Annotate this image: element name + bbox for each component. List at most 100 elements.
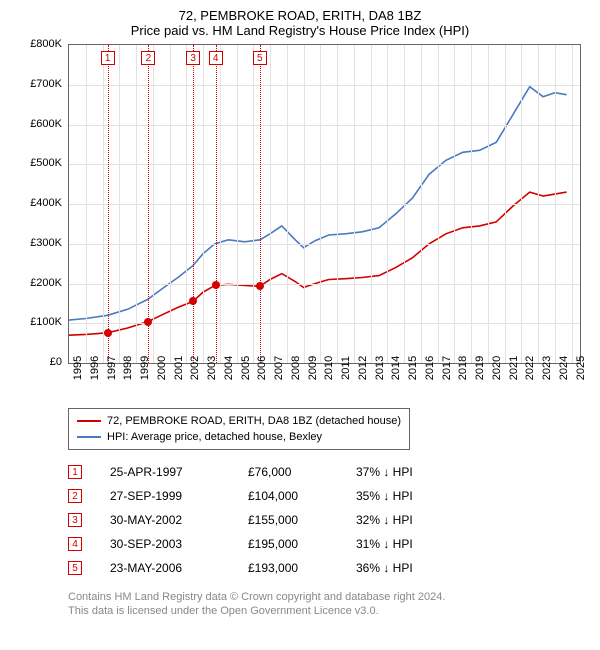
marker-badge: 5: [253, 51, 267, 65]
x-gridline: [404, 45, 405, 363]
marker-badge: 2: [141, 51, 155, 65]
y-gridline: [69, 125, 580, 126]
y-tick-label: £800K: [30, 38, 62, 50]
x-gridline: [387, 45, 388, 363]
data-dot: [189, 297, 197, 305]
x-tick-label: 1998: [122, 356, 134, 380]
y-gridline: [69, 164, 580, 165]
x-gridline: [203, 45, 204, 363]
x-gridline: [538, 45, 539, 363]
transaction-row: 3 30-MAY-2002 £155,000 32% ↓ HPI: [68, 508, 590, 532]
chart-container: 72, PEMBROKE ROAD, ERITH, DA8 1BZ Price …: [0, 0, 600, 650]
x-tick-label: 2002: [189, 356, 201, 380]
y-tick-label: £500K: [30, 157, 62, 169]
legend-swatch: [77, 420, 101, 422]
x-tick-label: 2007: [273, 356, 285, 380]
x-tick-label: 2008: [290, 356, 302, 380]
x-tick-label: 2020: [491, 356, 503, 380]
x-gridline: [186, 45, 187, 363]
transaction-price: £155,000: [248, 513, 328, 527]
marker-line: [193, 45, 194, 363]
marker-badge: 3: [186, 51, 200, 65]
x-tick-label: 2011: [340, 356, 352, 380]
x-tick-label: 2025: [575, 356, 587, 380]
x-tick-label: 2001: [173, 356, 185, 380]
transaction-date: 25-APR-1997: [110, 465, 220, 479]
x-axis: 1995199619971998199920002001200220032004…: [68, 364, 581, 404]
x-tick-label: 2010: [323, 356, 335, 380]
transaction-price: £104,000: [248, 489, 328, 503]
y-gridline: [69, 284, 580, 285]
transaction-badge: 4: [68, 537, 82, 551]
legend-label: HPI: Average price, detached house, Bexl…: [107, 429, 322, 445]
x-gridline: [136, 45, 137, 363]
y-tick-label: £100K: [30, 316, 62, 328]
title-block: 72, PEMBROKE ROAD, ERITH, DA8 1BZ Price …: [10, 8, 590, 38]
x-gridline: [488, 45, 489, 363]
transaction-pct: 37% ↓ HPI: [356, 465, 446, 479]
x-gridline: [371, 45, 372, 363]
x-tick-label: 2017: [441, 356, 453, 380]
legend: 72, PEMBROKE ROAD, ERITH, DA8 1BZ (detac…: [68, 408, 410, 450]
y-tick-label: £700K: [30, 78, 62, 90]
x-gridline: [270, 45, 271, 363]
x-tick-label: 2021: [508, 356, 520, 380]
x-gridline: [471, 45, 472, 363]
marker-line: [148, 45, 149, 363]
marker-line: [108, 45, 109, 363]
x-gridline: [505, 45, 506, 363]
chart-area: £0£100K£200K£300K£400K£500K£600K£700K£80…: [16, 44, 581, 404]
x-tick-label: 2005: [240, 356, 252, 380]
data-dot: [104, 329, 112, 337]
legend-swatch: [77, 436, 101, 438]
x-tick-label: 2019: [474, 356, 486, 380]
marker-badge: 4: [209, 51, 223, 65]
transaction-pct: 32% ↓ HPI: [356, 513, 446, 527]
transaction-date: 30-MAY-2002: [110, 513, 220, 527]
transaction-badge: 1: [68, 465, 82, 479]
transaction-date: 23-MAY-2006: [110, 561, 220, 575]
transaction-row: 430-SEP-2003£195,00031% ↓ HPI: [68, 532, 590, 556]
x-gridline: [521, 45, 522, 363]
x-gridline: [287, 45, 288, 363]
x-tick-label: 2022: [524, 356, 536, 380]
plot-area: 1 2 34 5: [68, 44, 581, 364]
legend-label: 72, PEMBROKE ROAD, ERITH, DA8 1BZ (detac…: [107, 413, 401, 429]
y-axis: £0£100K£200K£300K£400K£500K£600K£700K£80…: [16, 44, 68, 364]
transaction-pct: 35% ↓ HPI: [356, 489, 446, 503]
transaction-badge: 2: [68, 489, 82, 503]
x-tick-label: 2018: [457, 356, 469, 380]
marker-badge: 1: [101, 51, 115, 65]
x-tick-label: 2012: [357, 356, 369, 380]
x-gridline: [454, 45, 455, 363]
y-tick-label: £600K: [30, 118, 62, 130]
x-gridline: [337, 45, 338, 363]
x-gridline: [237, 45, 238, 363]
x-gridline: [86, 45, 87, 363]
x-tick-label: 1996: [89, 356, 101, 380]
x-tick-label: 2003: [206, 356, 218, 380]
x-gridline: [103, 45, 104, 363]
transaction-pct: 36% ↓ HPI: [356, 561, 446, 575]
y-gridline: [69, 85, 580, 86]
x-tick-label: 2004: [223, 356, 235, 380]
marker-line: [216, 45, 217, 363]
y-tick-label: £400K: [30, 197, 62, 209]
x-tick-label: 1999: [139, 356, 151, 380]
transaction-badge: 3: [68, 513, 82, 527]
y-tick-label: £0: [50, 356, 62, 368]
x-gridline: [153, 45, 154, 363]
y-gridline: [69, 204, 580, 205]
x-tick-label: 1997: [106, 356, 118, 380]
legend-row: HPI: Average price, detached house, Bexl…: [77, 429, 401, 445]
series-property: [69, 192, 567, 335]
transaction-row: 523-MAY-2006£193,00036% ↓ HPI: [68, 556, 590, 580]
transactions-table: 125-APR-1997£76,00037% ↓ HPI227-SEP-1999…: [68, 460, 590, 580]
x-gridline: [119, 45, 120, 363]
x-tick-label: 2006: [256, 356, 268, 380]
x-gridline: [253, 45, 254, 363]
x-gridline: [170, 45, 171, 363]
transaction-pct: 31% ↓ HPI: [356, 537, 446, 551]
marker-line: [260, 45, 261, 363]
x-tick-label: 2009: [307, 356, 319, 380]
